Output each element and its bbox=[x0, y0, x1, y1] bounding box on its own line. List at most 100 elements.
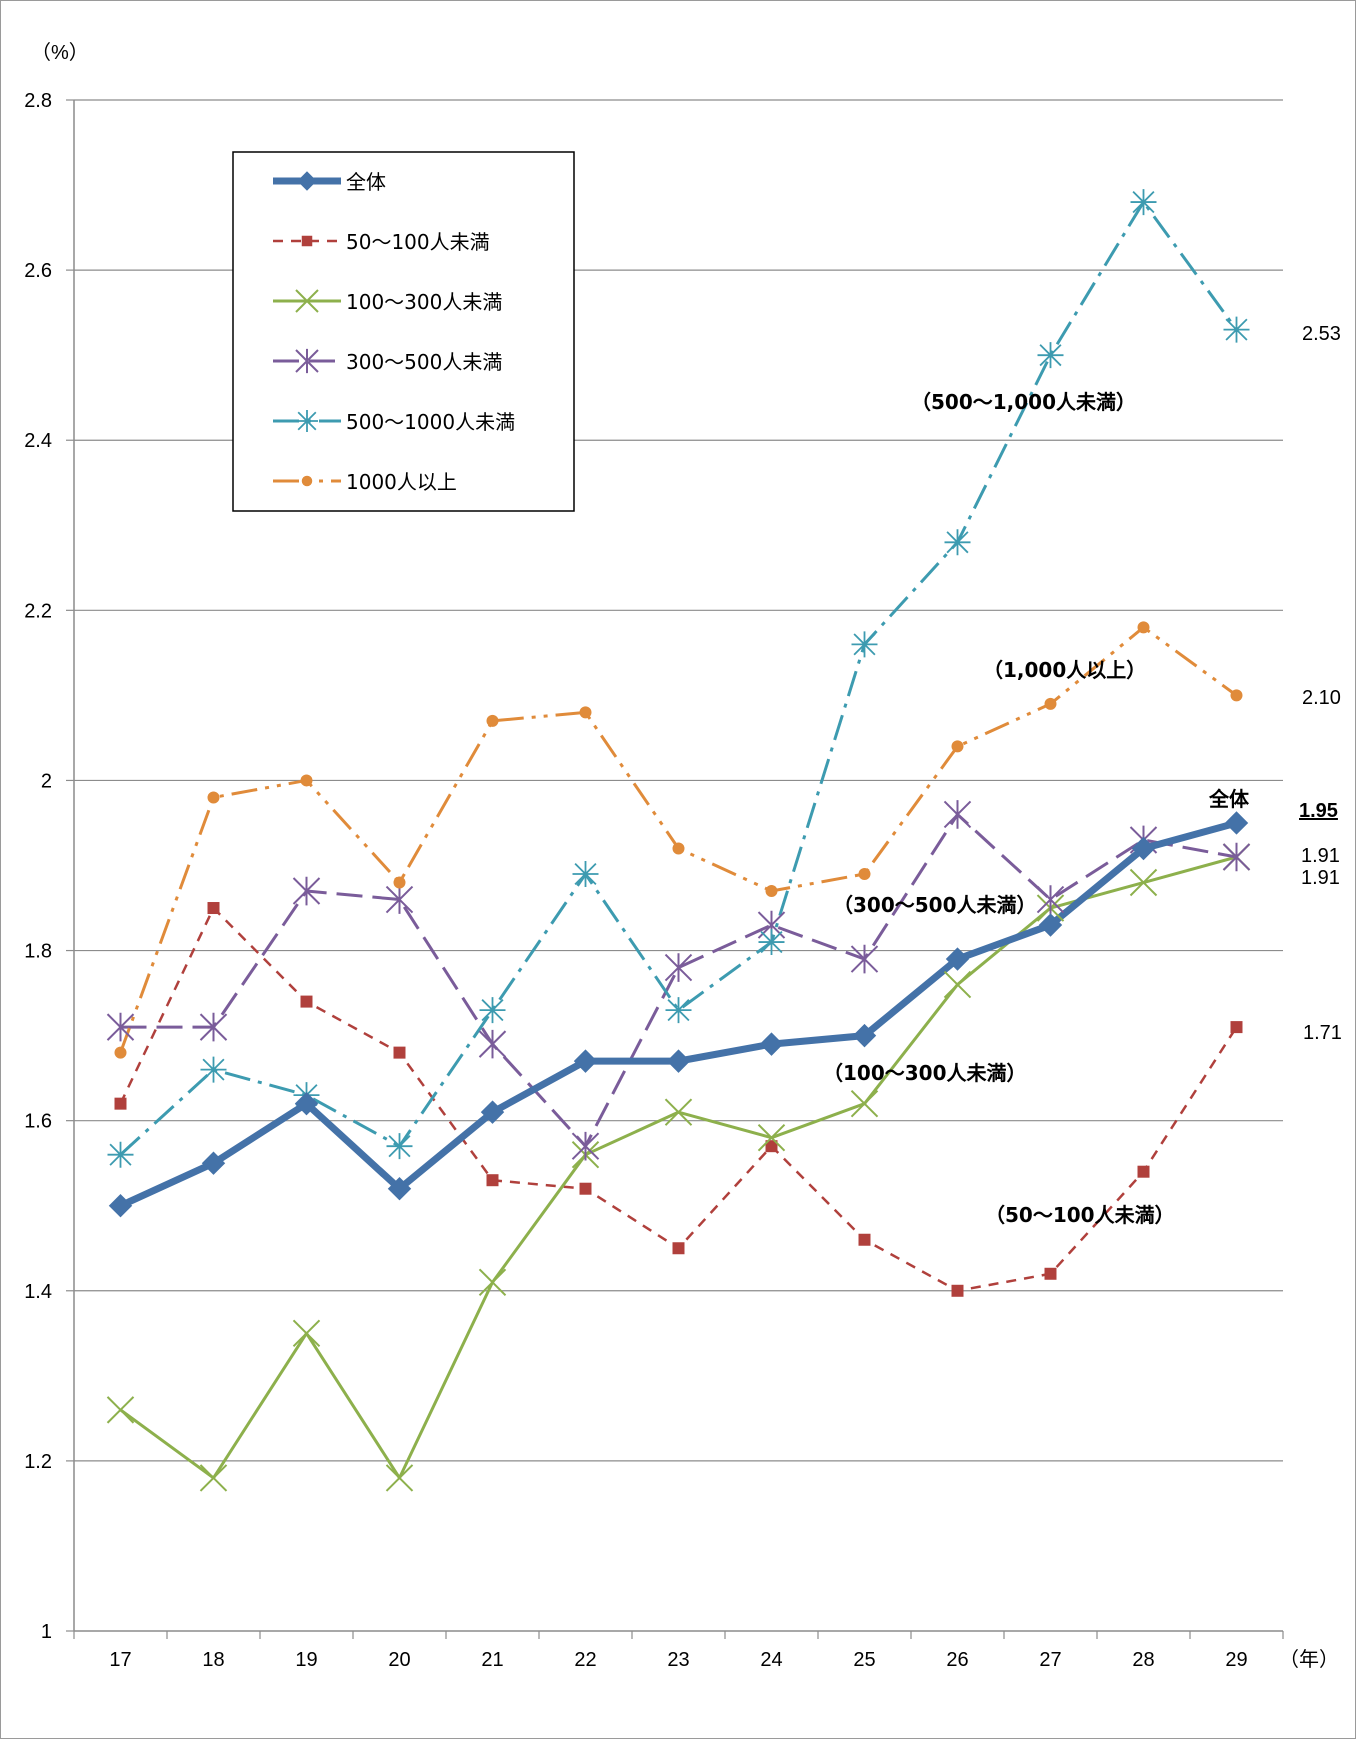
data-point-1-6 bbox=[672, 1242, 685, 1255]
end-label-total: 1.95 bbox=[1299, 800, 1338, 822]
axes bbox=[66, 99, 1284, 1639]
data-point-0-0 bbox=[108, 1194, 133, 1218]
data-point-0-1 bbox=[201, 1151, 226, 1175]
data-point-0-9 bbox=[945, 947, 970, 971]
data-point-4-10 bbox=[1037, 342, 1064, 369]
data-point-2-2 bbox=[292, 1319, 321, 1348]
end-label-500-1000: 2.53 bbox=[1302, 323, 1341, 345]
x-tick-label: 25 bbox=[853, 1649, 875, 1671]
data-point-1-2 bbox=[300, 995, 313, 1008]
data-point-1-4 bbox=[486, 1174, 499, 1187]
data-point-3-12 bbox=[1222, 842, 1251, 872]
legend-marker-2 bbox=[295, 289, 319, 313]
annotation-500-1000: （500～1,000人未満） bbox=[911, 390, 1136, 414]
data-point-3-9 bbox=[943, 800, 972, 829]
end-label-50-100: 1.71 bbox=[1303, 1022, 1342, 1044]
legend-label-0: 全体 bbox=[346, 170, 386, 194]
data-point-5-11 bbox=[1137, 621, 1150, 634]
data-point-3-8 bbox=[850, 944, 879, 974]
annotations: （500～1,000人未満） （1,000人以上） 全体 （300～500人未満… bbox=[823, 390, 1250, 1227]
data-point-0-7 bbox=[759, 1032, 784, 1056]
x-tick-label: 27 bbox=[1039, 1649, 1061, 1671]
data-point-3-3 bbox=[385, 885, 414, 914]
data-point-4-11 bbox=[1130, 189, 1157, 216]
x-axis-unit: （年） bbox=[1279, 1648, 1339, 1671]
data-point-5-5 bbox=[579, 706, 592, 719]
data-point-0-8 bbox=[852, 1023, 877, 1048]
x-tick-label: 24 bbox=[760, 1649, 782, 1671]
data-point-5-9 bbox=[951, 740, 964, 753]
legend-box bbox=[232, 151, 575, 512]
data-point-2-6 bbox=[664, 1098, 693, 1126]
data-point-2-4 bbox=[478, 1268, 507, 1296]
legend-label-2: 100～300人未満 bbox=[346, 290, 502, 314]
data-point-4-9 bbox=[944, 529, 971, 556]
x-tick-label: 29 bbox=[1225, 1649, 1247, 1671]
end-label-300-500: 1.91 bbox=[1301, 845, 1340, 867]
legend-marker-1 bbox=[301, 235, 313, 247]
legend-marker-5 bbox=[301, 475, 313, 487]
data-point-0-6 bbox=[666, 1049, 691, 1073]
data-point-2-0 bbox=[106, 1396, 135, 1424]
y-tick-label: 2.6 bbox=[24, 260, 52, 282]
data-point-4-1 bbox=[200, 1056, 227, 1083]
data-point-5-0 bbox=[114, 1046, 127, 1059]
y-tick-label: 1.2 bbox=[24, 1451, 52, 1473]
x-tick-label: 26 bbox=[946, 1649, 968, 1671]
data-point-1-0 bbox=[114, 1097, 127, 1110]
x-tick-label: 20 bbox=[388, 1649, 410, 1671]
data-point-3-2 bbox=[292, 876, 321, 906]
data-point-5-10 bbox=[1044, 697, 1057, 710]
legend-label-4: 500～1000人未満 bbox=[346, 410, 515, 434]
data-point-2-11 bbox=[1129, 868, 1158, 897]
data-point-4-4 bbox=[479, 997, 506, 1024]
end-label-1000-plus: 2.10 bbox=[1302, 687, 1341, 709]
data-point-1-10 bbox=[1044, 1267, 1057, 1280]
data-point-0-5 bbox=[573, 1049, 598, 1073]
legend-marker-3 bbox=[295, 348, 319, 374]
y-tick-label: 1.4 bbox=[24, 1281, 52, 1303]
y-tick-label: 1 bbox=[41, 1621, 52, 1643]
data-point-0-11 bbox=[1131, 836, 1156, 861]
data-point-1-8 bbox=[858, 1233, 871, 1246]
data-point-1-11 bbox=[1137, 1165, 1150, 1178]
data-point-4-3 bbox=[386, 1133, 413, 1160]
data-point-1-3 bbox=[393, 1046, 406, 1059]
x-tick-label: 23 bbox=[667, 1649, 689, 1671]
legend: 全体 50～100人未満 100～300人未満 300～500人未満 500～1000人… bbox=[232, 151, 575, 512]
series-markers bbox=[106, 189, 1251, 1492]
annotation-100-300: （100～300人未満） bbox=[823, 1061, 1027, 1085]
data-point-5-1 bbox=[207, 791, 220, 804]
data-point-3-1 bbox=[199, 1012, 228, 1042]
legend-label-1: 50～100人未満 bbox=[346, 230, 490, 254]
data-point-5-3 bbox=[393, 876, 406, 889]
data-point-3-0 bbox=[106, 1012, 135, 1042]
data-point-4-0 bbox=[107, 1141, 134, 1168]
data-point-4-6 bbox=[665, 997, 692, 1024]
y-axis-unit: （%） bbox=[31, 41, 89, 64]
legend-marker-4 bbox=[296, 410, 318, 432]
y-tick-label: 2.4 bbox=[24, 430, 52, 452]
data-point-0-3 bbox=[387, 1177, 412, 1201]
x-tick-label: 19 bbox=[295, 1649, 317, 1671]
data-point-0-10 bbox=[1038, 913, 1063, 937]
annotation-total: 全体 bbox=[1208, 787, 1250, 811]
data-point-5-6 bbox=[672, 842, 685, 855]
end-label-100-300: 1.91 bbox=[1301, 867, 1340, 889]
data-point-2-7 bbox=[757, 1123, 786, 1152]
x-tick-label: 17 bbox=[109, 1649, 131, 1671]
data-point-1-1 bbox=[207, 902, 220, 915]
x-tick-label: 21 bbox=[481, 1649, 503, 1671]
data-point-1-9 bbox=[951, 1284, 964, 1297]
data-point-2-9 bbox=[943, 970, 972, 999]
data-point-5-7 bbox=[765, 885, 778, 898]
y-tick-label: 1.8 bbox=[24, 941, 52, 963]
data-point-1-5 bbox=[579, 1182, 592, 1195]
y-tick-label: 2 bbox=[41, 770, 52, 792]
data-point-4-5 bbox=[572, 861, 599, 888]
y-tick-label: 1.6 bbox=[24, 1111, 52, 1133]
data-point-3-5 bbox=[571, 1131, 600, 1161]
legend-marker-0 bbox=[297, 171, 317, 191]
data-point-5-12 bbox=[1230, 689, 1243, 702]
